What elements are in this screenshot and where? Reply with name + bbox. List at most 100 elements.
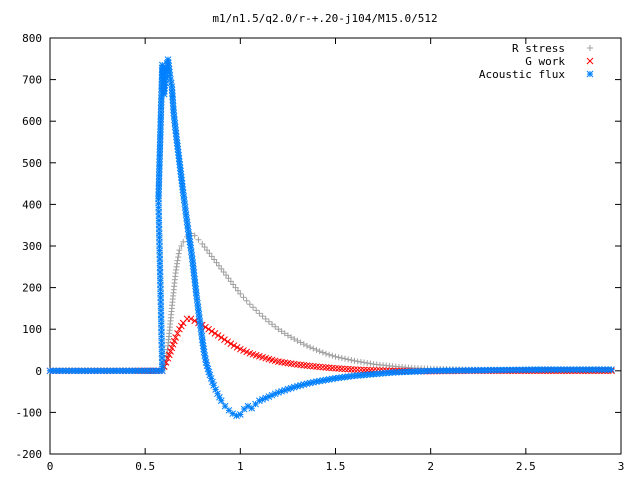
data-point xyxy=(281,330,288,337)
data-point xyxy=(232,284,239,291)
data-point xyxy=(452,367,460,374)
legend-label: G work xyxy=(525,55,565,68)
data-point xyxy=(440,367,447,375)
data-point xyxy=(272,323,279,330)
data-point xyxy=(217,397,225,405)
y-tick-label: 700 xyxy=(22,74,42,87)
data-point xyxy=(582,366,590,373)
data-point xyxy=(225,275,232,282)
x-tick-label: 2.5 xyxy=(516,460,536,473)
data-point xyxy=(319,349,326,356)
data-point xyxy=(175,250,182,257)
data-point xyxy=(357,358,364,365)
data-point xyxy=(116,367,124,375)
data-point xyxy=(493,366,501,374)
data-point xyxy=(262,315,269,322)
x-tick-label: 1.5 xyxy=(326,460,346,473)
data-point xyxy=(56,367,63,375)
data-point xyxy=(332,353,339,360)
data-point xyxy=(316,363,323,371)
y-tick-label: -100 xyxy=(16,406,43,419)
data-point xyxy=(78,367,86,375)
data-point xyxy=(338,365,346,373)
data-point xyxy=(199,240,206,247)
data-point xyxy=(191,232,198,239)
x-tick-label: 0 xyxy=(47,460,54,473)
data-point xyxy=(284,332,291,339)
data-point xyxy=(338,355,345,362)
data-point xyxy=(348,357,355,364)
data-point xyxy=(566,366,574,373)
data-point xyxy=(354,366,362,374)
series-acoustic-flux xyxy=(46,56,615,420)
data-point xyxy=(253,307,260,314)
data-point xyxy=(215,262,222,269)
legend-marker xyxy=(586,70,594,78)
y-tick-label: 800 xyxy=(22,32,42,45)
data-point xyxy=(243,297,250,304)
data-point xyxy=(72,367,79,375)
data-point xyxy=(224,338,231,346)
data-point xyxy=(300,341,307,348)
plot-frame xyxy=(49,37,622,455)
data-point xyxy=(155,185,163,193)
data-point xyxy=(265,318,272,325)
x-tick-label: 2 xyxy=(427,460,434,473)
data-point xyxy=(187,241,194,249)
data-point xyxy=(174,330,181,337)
y-tick-label: 500 xyxy=(22,157,42,170)
data-point xyxy=(443,367,450,374)
data-point xyxy=(236,411,244,418)
legend-marker xyxy=(586,57,594,65)
data-point xyxy=(240,294,247,301)
data-point xyxy=(351,357,358,364)
data-point xyxy=(455,367,463,374)
data-point xyxy=(319,363,327,371)
data-point xyxy=(291,336,298,343)
data-point xyxy=(313,363,320,370)
data-point xyxy=(230,342,238,349)
data-point xyxy=(75,367,82,375)
data-point xyxy=(201,244,208,251)
data-point xyxy=(310,345,317,352)
data-point xyxy=(275,326,282,333)
data-point xyxy=(326,351,333,358)
data-point xyxy=(220,269,227,275)
data-point xyxy=(202,355,209,363)
data-point xyxy=(525,366,533,374)
data-point xyxy=(213,259,220,266)
data-point xyxy=(168,344,176,352)
data-point xyxy=(178,243,185,249)
data-point xyxy=(227,278,234,285)
data-point xyxy=(246,301,253,308)
data-point xyxy=(328,364,336,372)
data-point xyxy=(187,315,195,323)
data-point xyxy=(180,238,187,245)
data-point xyxy=(256,310,263,317)
data-point xyxy=(205,368,213,376)
axis-ticks: 0 0.5 1 1.5 2 2.5 3 -200 -100 0 100 200 300 400 500 600… xyxy=(16,32,625,473)
chart-title: m1/n1.5/q2.0/r-+.20-j104/M15.0/512 xyxy=(212,12,437,25)
data-point xyxy=(481,366,488,374)
data-point xyxy=(165,351,173,359)
data-point xyxy=(335,365,343,372)
series-r-stress xyxy=(47,230,615,374)
data-point xyxy=(167,79,175,87)
data-point xyxy=(157,108,165,116)
data-point xyxy=(392,368,400,376)
data-point xyxy=(303,342,310,349)
y-tick-label: 300 xyxy=(22,240,42,253)
data-point xyxy=(176,325,183,333)
y-tick-label: 600 xyxy=(22,115,42,128)
data-point xyxy=(325,364,333,372)
data-point xyxy=(167,348,174,355)
data-point xyxy=(322,350,329,357)
y-tick-label: -200 xyxy=(16,448,43,461)
data-point xyxy=(234,287,241,294)
data-point xyxy=(204,247,211,254)
data-point xyxy=(278,328,285,335)
data-point xyxy=(487,366,495,374)
data-point xyxy=(307,344,314,351)
